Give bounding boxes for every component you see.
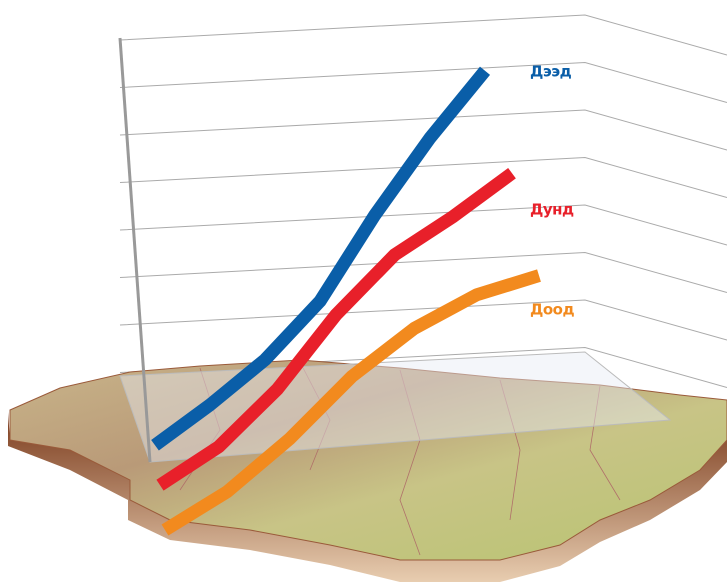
grid-line	[119, 61, 727, 103]
grid-line	[119, 251, 727, 293]
floor	[119, 351, 672, 463]
legend-label: Дээд	[530, 63, 572, 81]
grid-line	[119, 156, 727, 198]
grid-line	[119, 204, 727, 246]
map-borders	[179, 361, 621, 556]
map-side	[8, 412, 727, 582]
legend-label: Дунд	[530, 201, 574, 219]
plot: Дээд Дунд Доод	[151, 63, 575, 536]
grid-line	[119, 14, 727, 56]
grid-line	[119, 299, 727, 341]
series-line	[156, 167, 516, 491]
y-axis	[118, 37, 152, 463]
grid-line	[119, 109, 727, 151]
series-line	[161, 269, 541, 536]
series-line	[151, 66, 491, 451]
legend-label: Доод	[530, 301, 574, 319]
